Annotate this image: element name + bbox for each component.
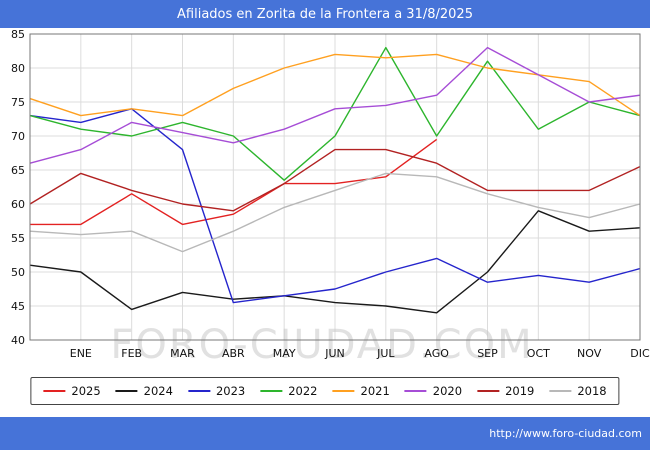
legend-swatch-2022 <box>260 390 283 392</box>
svg-text:AGO: AGO <box>424 347 449 360</box>
legend-item-2024: 2024 <box>115 384 173 398</box>
footer-bar: http://www.foro-ciudad.com <box>0 417 650 450</box>
series-line-2024 <box>29 210 641 314</box>
legend-item-2023: 2023 <box>187 384 246 398</box>
svg-text:60: 60 <box>11 198 25 211</box>
svg-text:MAY: MAY <box>273 347 296 360</box>
svg-text:SEP: SEP <box>477 347 498 360</box>
legend-swatch-2021 <box>332 390 355 392</box>
legend-label-2018: 2018 <box>577 384 607 398</box>
foro-ciudad-link[interactable]: http://www.foro-ciudad.com <box>489 427 642 440</box>
legend-label-2021: 2021 <box>360 384 390 398</box>
chart-title: Afiliados en Zorita de la Frontera a 31/… <box>177 6 473 22</box>
series-line-2019 <box>29 148 641 212</box>
legend-label-2025: 2025 <box>71 384 101 398</box>
svg-text:MAR: MAR <box>170 347 195 360</box>
gridlines <box>30 34 640 340</box>
legend-label-2019: 2019 <box>505 384 535 398</box>
legend-label-2020: 2020 <box>432 384 463 398</box>
legend-item-2018: 2018 <box>549 384 607 398</box>
svg-text:40: 40 <box>11 334 25 347</box>
svg-text:JUL: JUL <box>376 347 395 360</box>
svg-text:NOV: NOV <box>577 347 602 360</box>
legend-item-2021: 2021 <box>332 384 390 398</box>
legend-label-2022: 2022 <box>288 384 318 398</box>
series-line-2020 <box>29 46 641 164</box>
legend-swatch-2023 <box>187 390 210 392</box>
svg-text:70: 70 <box>11 130 25 143</box>
legend-swatch-2024 <box>115 390 138 392</box>
chart-area: FORO-CIUDAD.COM 40 45 50 55 60 65 70 75 80 85 ENE FE… <box>0 28 650 417</box>
svg-text:JUN: JUN <box>324 347 345 360</box>
svg-text:OCT: OCT <box>527 347 550 360</box>
legend-swatch-2025 <box>43 390 66 392</box>
title-bar: Afiliados en Zorita de la Frontera a 31/… <box>0 0 650 28</box>
legend-item-2025: 2025 <box>43 384 101 398</box>
y-axis-labels: 40 45 50 55 60 65 70 75 80 85 <box>11 28 25 347</box>
legend-item-2022: 2022 <box>260 384 318 398</box>
svg-text:ENE: ENE <box>70 347 92 360</box>
legend-swatch-2018 <box>549 390 572 392</box>
svg-text:ABR: ABR <box>222 347 245 360</box>
svg-text:45: 45 <box>11 300 25 313</box>
svg-text:85: 85 <box>11 28 25 41</box>
svg-text:75: 75 <box>11 96 25 109</box>
svg-text:80: 80 <box>11 62 25 75</box>
series-line-2018 <box>29 172 641 253</box>
watermark-text: FORO-CIUDAD.COM <box>110 322 533 368</box>
legend-swatch-2019 <box>477 390 500 392</box>
plot-border <box>29 33 641 341</box>
legend-swatch-2020 <box>404 390 427 392</box>
svg-text:55: 55 <box>11 232 25 245</box>
series-line-2022 <box>29 46 641 181</box>
legend: 2025 2024 2023 2022 2021 2020 2019 2018 <box>30 377 620 405</box>
svg-text:DIC: DIC <box>630 347 650 360</box>
chart-svg: FORO-CIUDAD.COM 40 45 50 55 60 65 70 75 80 85 ENE FE… <box>11 28 650 368</box>
svg-text:65: 65 <box>11 164 25 177</box>
legend-item-2020: 2020 <box>404 384 463 398</box>
legend-item-2019: 2019 <box>477 384 534 398</box>
x-axis-labels: ENE FEB MAR ABR MAY JUN JUL AGO SEP OCT NOV DIC <box>70 347 650 360</box>
legend-label-2023: 2023 <box>215 384 246 398</box>
legend-label-2024: 2024 <box>143 384 173 398</box>
svg-text:FEB: FEB <box>121 347 142 360</box>
svg-text:50: 50 <box>11 266 25 279</box>
